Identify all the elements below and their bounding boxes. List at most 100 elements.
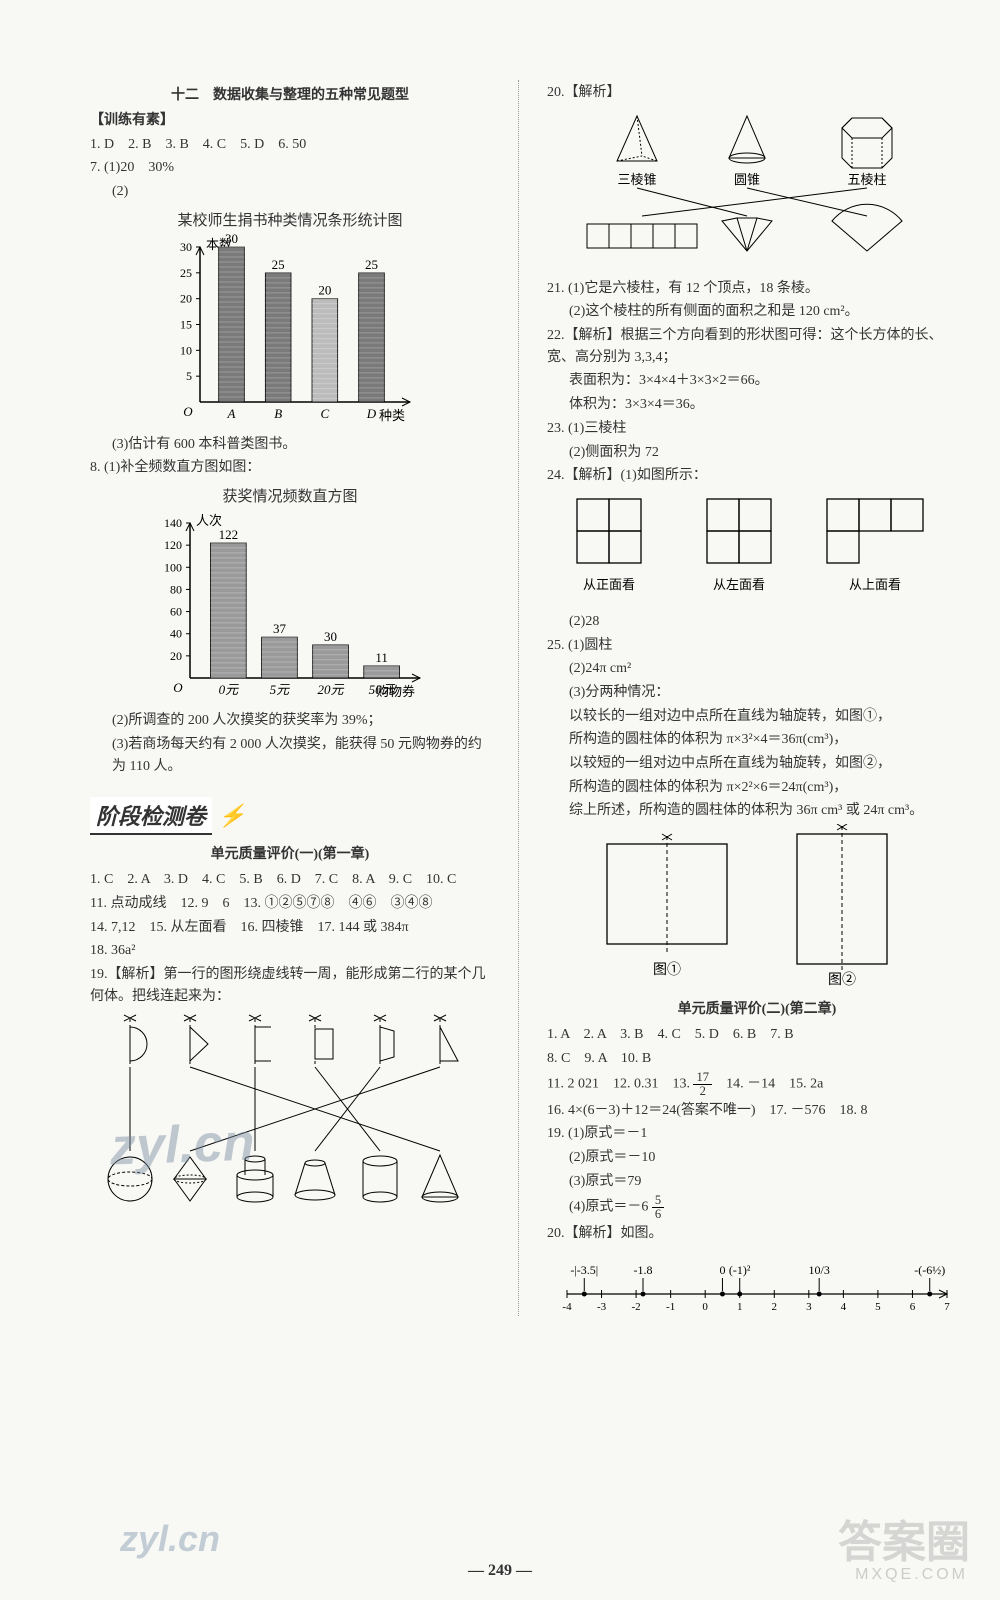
svg-text:O: O bbox=[183, 404, 193, 419]
svg-text:20: 20 bbox=[170, 649, 182, 663]
svg-text:20: 20 bbox=[318, 282, 331, 297]
u1-l4: 18. 36a² bbox=[90, 940, 490, 962]
svg-text:-|-3.5|: -|-3.5| bbox=[570, 1263, 598, 1277]
svg-text:10/3: 10/3 bbox=[809, 1263, 830, 1277]
svg-text:-3: -3 bbox=[597, 1301, 607, 1313]
svg-text:-(-6½): -(-6½) bbox=[914, 1263, 945, 1277]
q7-3: (3)估计有 600 本科普类图书。 bbox=[90, 434, 490, 456]
right-column: 20.【解析】 三棱锥圆锥五棱柱 21. (1)它是六棱柱，有 12 个顶点，1… bbox=[547, 80, 967, 1316]
svg-text:3: 3 bbox=[806, 1301, 812, 1313]
svg-text:40: 40 bbox=[170, 627, 182, 641]
q25c: (3)分两种情况： bbox=[547, 682, 967, 704]
ans-line-1: 1. D 2. B 3. B 4. C 5. D 6. 50 bbox=[90, 134, 490, 156]
q7-2: (2) bbox=[90, 181, 490, 203]
svg-text:从左面看: 从左面看 bbox=[713, 577, 765, 592]
bolt-icon: ⚡ bbox=[218, 803, 245, 829]
answer-sub-watermark: MXQE.COM bbox=[855, 1566, 968, 1584]
svg-text:11: 11 bbox=[375, 650, 388, 665]
stage-banner: 阶段检测卷 ⚡ bbox=[90, 797, 490, 835]
u2-q19c: (3)原式＝79 bbox=[547, 1171, 967, 1193]
q7-1: 7. (1)20 30% bbox=[90, 157, 490, 179]
q23b: (2)侧面积为 72 bbox=[547, 442, 967, 464]
svg-text:O: O bbox=[173, 680, 183, 695]
u2l3b: 14. －14 15. 2a bbox=[712, 1077, 823, 1092]
section-12-title: 十二 数据收集与整理的五种常见题型 bbox=[90, 84, 490, 104]
frac-17-2: 172 bbox=[693, 1071, 712, 1097]
svg-text:-4: -4 bbox=[562, 1301, 572, 1313]
svg-text:15: 15 bbox=[180, 317, 192, 331]
svg-text:60: 60 bbox=[170, 605, 182, 619]
svg-text:1: 1 bbox=[737, 1301, 743, 1313]
column-divider bbox=[518, 80, 519, 1316]
svg-text:20: 20 bbox=[180, 291, 192, 305]
q25b: (2)24π cm² bbox=[547, 658, 967, 680]
u2-q19b: (2)原式＝－10 bbox=[547, 1147, 967, 1169]
q25a: 25. (1)圆柱 bbox=[547, 635, 967, 657]
svg-text:-1.8: -1.8 bbox=[634, 1263, 653, 1277]
q25e: 所构造的圆柱体的体积为 π×3²×4＝36π(cm³)， bbox=[547, 729, 967, 751]
svg-text:0: 0 bbox=[719, 1263, 725, 1277]
q25f: 以较短的一组对边中点所在直线为轴旋转，如图②， bbox=[547, 753, 967, 775]
banner-text: 阶段检测卷 bbox=[90, 797, 212, 835]
u2-l4: 16. 4×(6－3)＋12＝24(答案不唯一) 17. －576 18. 8 bbox=[547, 1100, 967, 1122]
q21a: 21. (1)它是六棱柱，有 12 个顶点，18 条棱。 bbox=[547, 278, 967, 300]
svg-text:10: 10 bbox=[180, 343, 192, 357]
watermark-1: zyl.cn bbox=[109, 1112, 256, 1177]
svg-text:图②: 图② bbox=[828, 972, 856, 988]
u2-q19a: 19. (1)原式＝－1 bbox=[547, 1123, 967, 1145]
svg-text:C: C bbox=[320, 406, 329, 421]
number-line: -4-3-2-101234567-|-3.5|-1.80(-1)²10/3-(-… bbox=[547, 1246, 967, 1316]
svg-text:0元: 0元 bbox=[219, 682, 240, 697]
svg-text:人次: 人次 bbox=[196, 513, 222, 528]
svg-text:圆锥: 圆锥 bbox=[734, 172, 760, 187]
q24b: (2)28 bbox=[547, 611, 967, 633]
u2-l3: 11. 2 021 12. 0.31 13. 172 14. －14 15. 2… bbox=[547, 1071, 967, 1097]
svg-text:25: 25 bbox=[272, 257, 285, 272]
q25h: 综上所述，所构造的圆柱体的体积为 36π cm³ 或 24π cm³。 bbox=[547, 800, 967, 822]
u1-l3: 14. 7,12 15. 从左面看 16. 四棱锥 17. 144 或 384π bbox=[90, 917, 490, 939]
svg-text:从正面看: 从正面看 bbox=[583, 577, 635, 592]
svg-text:7: 7 bbox=[944, 1301, 950, 1313]
unit2-title: 单元质量评价(二)(第二章) bbox=[547, 998, 967, 1018]
svg-text:图①: 图① bbox=[653, 962, 681, 978]
svg-text:-1: -1 bbox=[666, 1301, 675, 1313]
q22c: 体积为：3×3×4＝36。 bbox=[547, 394, 967, 416]
u1-l1: 1. C 2. A 3. D 4. C 5. B 6. D 7. C 8. A … bbox=[90, 869, 490, 891]
svg-text:20元: 20元 bbox=[318, 682, 345, 697]
svg-text:-2: -2 bbox=[632, 1301, 641, 1313]
svg-text:D: D bbox=[366, 406, 377, 421]
svg-text:从上面看: 从上面看 bbox=[849, 577, 901, 592]
svg-text:4: 4 bbox=[841, 1301, 847, 1313]
svg-text:120: 120 bbox=[164, 538, 182, 552]
frac-5-6: 56 bbox=[652, 1194, 664, 1220]
svg-text:50元: 50元 bbox=[369, 682, 396, 697]
chart2-title: 获奖情况频数直方图 bbox=[90, 485, 490, 506]
svg-text:37: 37 bbox=[273, 621, 287, 636]
q22b: 表面积为：3×4×4＋3×3×2＝66。 bbox=[547, 370, 967, 392]
svg-text:0: 0 bbox=[702, 1301, 708, 1313]
svg-text:80: 80 bbox=[170, 583, 182, 597]
svg-text:B: B bbox=[274, 406, 282, 421]
svg-text:6: 6 bbox=[910, 1301, 916, 1313]
svg-text:100: 100 bbox=[164, 560, 182, 574]
svg-text:三棱锥: 三棱锥 bbox=[617, 172, 656, 187]
watermark-2: zyl.cn bbox=[120, 1518, 220, 1560]
q25d: 以较长的一组对边中点所在直线为轴旋转，如图①， bbox=[547, 706, 967, 728]
q8-2: (2)所调查的 200 人次摸奖的获奖率为 39%； bbox=[90, 710, 490, 732]
svg-text:30: 30 bbox=[324, 629, 337, 644]
svg-text:30: 30 bbox=[180, 240, 192, 254]
svg-text:30: 30 bbox=[225, 232, 238, 246]
q8-1: 8. (1)补全频数直方图如图： bbox=[90, 457, 490, 479]
svg-text:5元: 5元 bbox=[270, 682, 291, 697]
u2l3a: 11. 2 021 12. 0.31 13. bbox=[547, 1077, 693, 1092]
q24a: 24.【解析】(1)如图所示： bbox=[547, 465, 967, 487]
svg-text:A: A bbox=[227, 406, 236, 421]
u2q19d-a: (4)原式＝－6 bbox=[569, 1200, 652, 1215]
chart2: 人次购物券O204060801001201401220元375元3020元115… bbox=[90, 508, 490, 708]
cylinder-figures: 图① 图② bbox=[547, 824, 967, 994]
svg-text:(-1)²: (-1)² bbox=[729, 1263, 751, 1277]
q21b: (2)这个棱柱的所有侧面的面积之和是 120 cm²。 bbox=[547, 301, 967, 323]
unit1-title: 单元质量评价(一)(第一章) bbox=[90, 843, 490, 863]
u1-l2: 11. 点动成线 12. 9 6 13. ①②⑤⑦⑧ ④⑥ ③④⑧ bbox=[90, 893, 490, 915]
svg-text:140: 140 bbox=[164, 516, 182, 530]
